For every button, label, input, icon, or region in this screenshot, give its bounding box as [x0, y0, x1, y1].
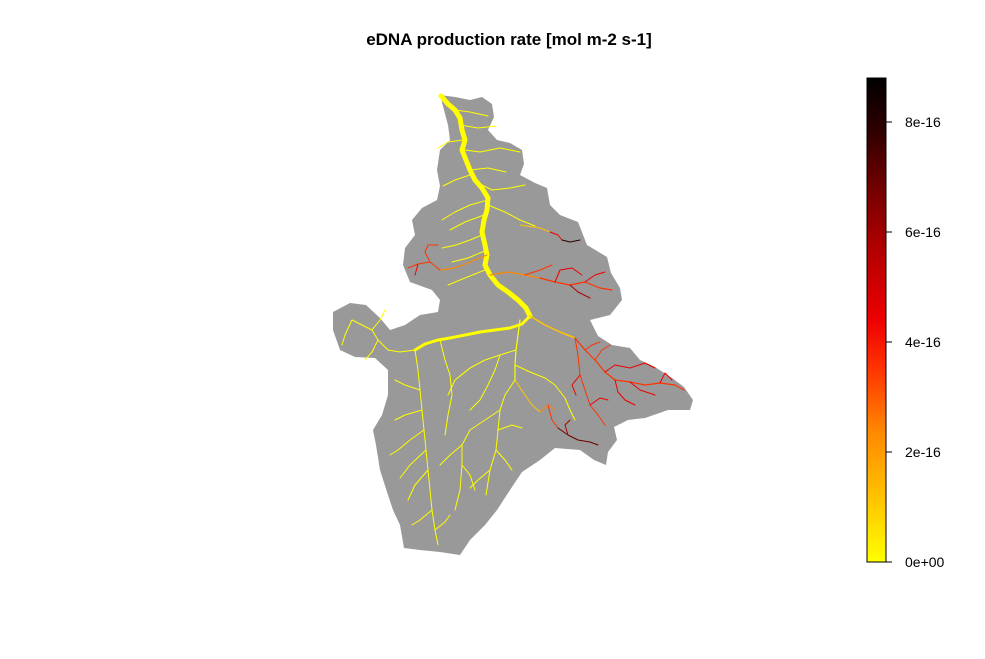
river-segment	[442, 174, 471, 187]
river-segment	[394, 379, 421, 391]
river-segment	[557, 427, 599, 446]
river-segment	[407, 469, 429, 501]
river-segment	[439, 254, 488, 271]
river-segment	[497, 424, 523, 431]
legend-tick-label: 8e-16	[905, 114, 941, 130]
river-segment	[411, 509, 433, 526]
river-segment	[371, 309, 386, 331]
river-segment	[529, 315, 576, 339]
river-segment	[569, 284, 591, 299]
river-segment	[495, 449, 513, 471]
river-segment	[514, 379, 541, 413]
river-segment	[389, 429, 425, 456]
river-segment	[589, 397, 609, 406]
river-segment	[447, 269, 486, 286]
river-segment	[441, 199, 489, 221]
river-segment	[459, 124, 497, 129]
river-segment	[364, 339, 379, 361]
legend-tick-label: 6e-16	[905, 224, 941, 240]
river-segment	[574, 337, 606, 426]
river-segment	[438, 93, 533, 319]
river-segment	[341, 319, 353, 346]
river-segment	[539, 277, 613, 291]
river-segment	[524, 264, 553, 276]
river-segment	[564, 419, 571, 436]
river-segment	[413, 314, 532, 352]
river-segment	[449, 214, 485, 231]
river-segment	[441, 234, 483, 249]
river-segment	[514, 364, 576, 421]
catchment-area	[333, 95, 693, 555]
river-segment	[447, 367, 471, 396]
river-network	[341, 93, 685, 546]
legend-tick-label: 0e+00	[905, 554, 945, 570]
river-segment	[469, 469, 491, 489]
river-segment	[464, 147, 521, 153]
river-segment	[477, 182, 526, 191]
river-segment	[549, 231, 563, 241]
river-segment	[561, 239, 581, 243]
river-segment	[554, 267, 583, 283]
catchment-polygon	[333, 95, 693, 555]
river-segment	[571, 374, 581, 396]
river-segment	[434, 514, 451, 531]
river-segment	[399, 449, 427, 479]
river-segment	[407, 261, 441, 271]
river-segment	[439, 444, 463, 466]
river-segment	[394, 409, 423, 421]
river-segment	[659, 372, 673, 384]
river-segment	[547, 404, 559, 429]
river-segment	[487, 204, 536, 227]
river-segment	[584, 271, 606, 283]
river-segment	[489, 271, 541, 279]
river-segment	[594, 344, 611, 361]
river-segment	[414, 263, 419, 276]
legend-tick-label: 4e-16	[905, 334, 941, 350]
river-segment	[614, 379, 636, 406]
legend-color-bar	[866, 77, 887, 563]
river-segment	[439, 339, 453, 436]
river-segment	[584, 341, 601, 351]
map-title: eDNA production rate [mol m-2 s-1]	[366, 30, 652, 49]
river-segment	[454, 109, 489, 117]
river-segment	[574, 337, 685, 391]
river-segment	[469, 354, 501, 411]
river-segment	[519, 224, 551, 233]
river-segment	[437, 139, 464, 149]
river-segment	[604, 362, 656, 373]
river-segment	[469, 167, 507, 173]
river-segment	[424, 244, 439, 263]
river-segment	[629, 381, 656, 396]
river-segment	[451, 249, 488, 263]
legend-tick-label: 2e-16	[905, 444, 941, 460]
legend-ticks: 0e+00 2e-16 4e-16 6e-16 8e-16	[886, 114, 945, 570]
